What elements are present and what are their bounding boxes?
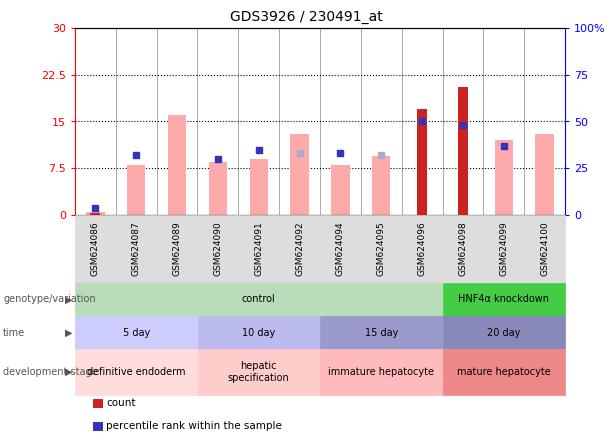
Text: GSM624096: GSM624096: [417, 222, 427, 276]
Bar: [291, 134, 309, 215]
Point: [376, 151, 386, 159]
Text: GSM624087: GSM624087: [132, 222, 141, 276]
Text: ▶: ▶: [65, 367, 72, 377]
Bar: [86, 212, 105, 215]
Text: GSM624089: GSM624089: [173, 222, 181, 276]
Text: definitive endoderm: definitive endoderm: [87, 367, 186, 377]
Text: genotype/variation: genotype/variation: [3, 294, 96, 305]
Bar: [535, 134, 554, 215]
Text: 15 day: 15 day: [365, 328, 398, 337]
Text: HNF4α knockdown: HNF4α knockdown: [459, 294, 549, 305]
Point: [458, 122, 468, 129]
Text: 10 day: 10 day: [242, 328, 275, 337]
Text: GSM624091: GSM624091: [254, 222, 263, 276]
Bar: [90, 213, 101, 215]
Bar: [168, 115, 186, 215]
Text: 5 day: 5 day: [123, 328, 150, 337]
Text: GSM624100: GSM624100: [540, 222, 549, 276]
Text: count: count: [106, 398, 135, 408]
Text: GSM624098: GSM624098: [459, 222, 468, 276]
Text: ▶: ▶: [65, 328, 72, 337]
Text: immature hepatocyte: immature hepatocyte: [328, 367, 434, 377]
Point: [417, 118, 427, 125]
Point: [213, 155, 223, 163]
Bar: [372, 156, 390, 215]
Bar: [417, 109, 427, 215]
Bar: [331, 165, 349, 215]
Text: time: time: [3, 328, 25, 337]
Text: GDS3926 / 230491_at: GDS3926 / 230491_at: [230, 10, 383, 24]
Point: [254, 146, 264, 153]
Text: hepatic
specification: hepatic specification: [228, 361, 289, 383]
Bar: [127, 165, 145, 215]
Point: [335, 150, 345, 157]
Bar: [209, 162, 227, 215]
Point: [131, 151, 141, 159]
Text: development stage: development stage: [3, 367, 97, 377]
Text: percentile rank within the sample: percentile rank within the sample: [106, 421, 282, 431]
Bar: [249, 159, 268, 215]
Text: GSM624092: GSM624092: [295, 222, 304, 276]
Text: GSM624094: GSM624094: [336, 222, 345, 276]
Bar: [495, 140, 513, 215]
Text: GSM624099: GSM624099: [499, 222, 508, 276]
Text: GSM624095: GSM624095: [377, 222, 386, 276]
Text: 20 day: 20 day: [487, 328, 520, 337]
Point: [295, 150, 305, 157]
Text: control: control: [242, 294, 276, 305]
Point: [499, 142, 509, 149]
Text: GSM624090: GSM624090: [213, 222, 223, 276]
Text: GSM624086: GSM624086: [91, 222, 100, 276]
Text: mature hepatocyte: mature hepatocyte: [457, 367, 550, 377]
Bar: [458, 87, 468, 215]
Point: [91, 204, 101, 211]
Text: ▶: ▶: [65, 294, 72, 305]
